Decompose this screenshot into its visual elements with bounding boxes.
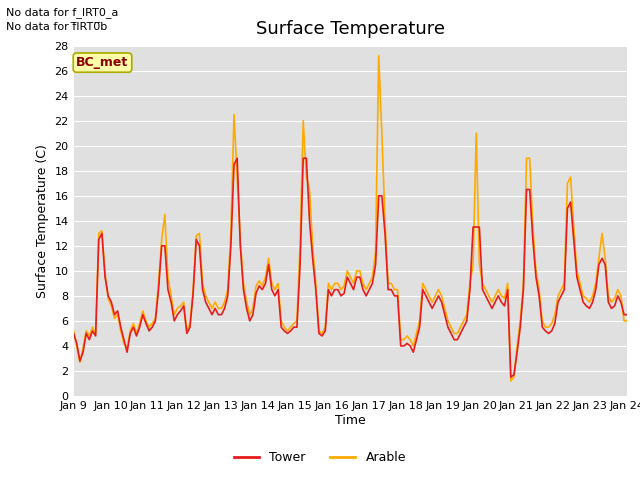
Text: No data for f_IRT0_a: No data for f_IRT0_a [6, 7, 119, 18]
Y-axis label: Surface Temperature (C): Surface Temperature (C) [36, 144, 49, 298]
Text: No data for f̅IRT0̅b: No data for f̅IRT0̅b [6, 22, 108, 32]
Title: Surface Temperature: Surface Temperature [256, 21, 445, 38]
X-axis label: Time: Time [335, 414, 366, 427]
Legend: Tower, Arable: Tower, Arable [229, 446, 411, 469]
Text: BC_met: BC_met [76, 56, 129, 69]
